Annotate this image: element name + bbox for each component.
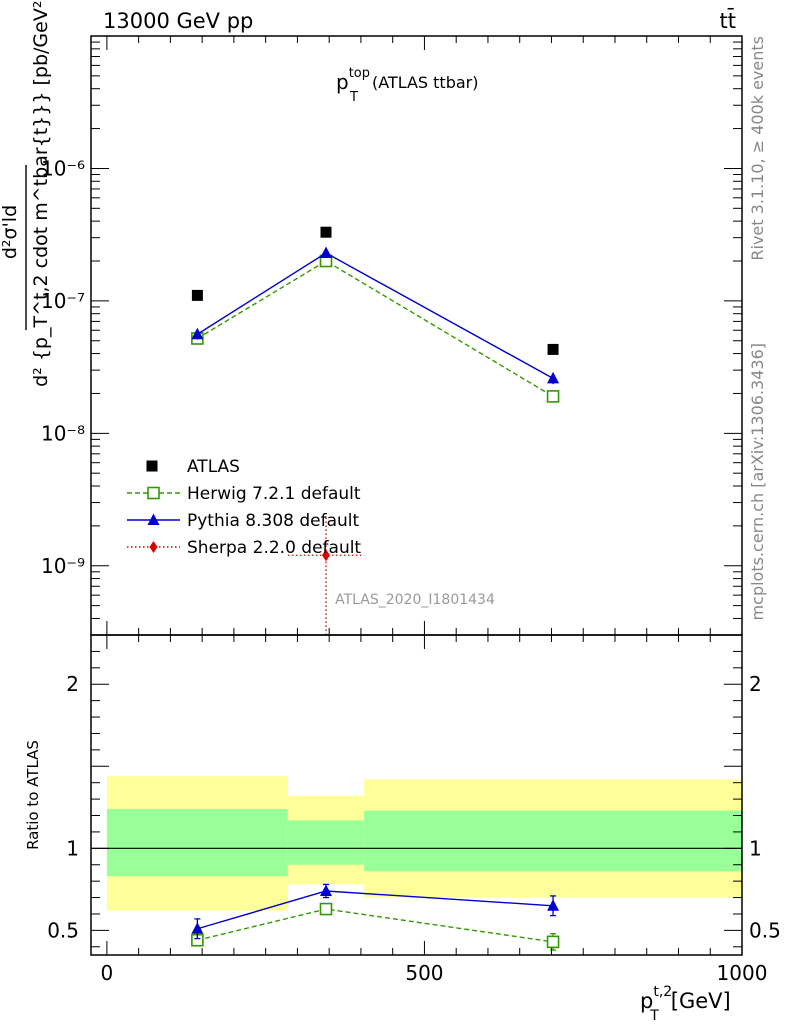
mcplots-label: mcplots.cern.ch [arXiv:1306.3436] [748, 343, 767, 620]
legend-label: Herwig 7.2.1 default [187, 484, 361, 504]
legend-marker [147, 486, 160, 500]
series-sherpa [287, 515, 365, 635]
uncertainty-band-inner [364, 810, 742, 872]
legend-entry: Pythia 8.308 default [127, 511, 360, 531]
series-herwig [191, 254, 560, 403]
main-title-p: p [336, 70, 349, 94]
data-point [191, 327, 204, 340]
uncertainty-band-inner [106, 808, 288, 877]
ratio-data-point [547, 899, 560, 911]
ratio-ylabel: Ratio to ATLAS [24, 740, 42, 850]
ratio-y-tick-label-right: 1 [749, 836, 762, 860]
legend-marker [149, 541, 158, 553]
main-y-tick-label: 10⁻⁶ [41, 156, 85, 180]
legend-entry: Sherpa 2.2.0 default [127, 538, 361, 558]
main-watermark: ATLAS_2020_I1801434 [335, 592, 495, 608]
ratio-xlabel-p: p [640, 989, 653, 1013]
uncertainty-band-inner [287, 820, 365, 865]
legend-entry: ATLAS [146, 457, 240, 477]
data-point [546, 390, 560, 403]
ratio-xlabel-sup: t,2 [653, 984, 672, 1000]
legend-marker [147, 513, 160, 525]
ratio-series-line [197, 908, 554, 943]
ratio-y-tick-label: 2 [66, 672, 79, 696]
main-ylabel-line2: d² {p_T^t,2 cdot m^tbar{t}}} [pb/GeV²] [30, 0, 52, 387]
data-point [320, 226, 332, 238]
ratio-y-tick-label-right: 2 [749, 672, 762, 696]
main-title-sub: T [349, 90, 358, 105]
ratio-series-herwig [191, 902, 560, 951]
main-panel: 10⁻⁹ 10⁻⁸ 10⁻⁷ 10⁻⁶ ATLAS_2020_I1801434 pto… [0, 0, 743, 636]
main-title-rest: (ATLAS ttbar) [372, 73, 479, 92]
series-pythia [191, 246, 560, 385]
ratio-xlabel-sub: T [649, 1008, 659, 1024]
ratio-data-point [191, 922, 204, 934]
process-label: tt̄ [720, 8, 736, 33]
data-point [547, 343, 559, 355]
legend-label: ATLAS [187, 457, 240, 477]
ratio-frame [90, 634, 743, 956]
ratio-xlabel-unit: [GeV] [671, 989, 731, 1013]
main-ylabel-line1: d²σ'ld [0, 205, 21, 259]
ratio-y-tick-label: 1 [66, 836, 79, 860]
energy-label: 13000 GeV pp [103, 9, 253, 33]
ratio-data-point [319, 884, 332, 896]
ratio-data-point [546, 935, 560, 949]
data-point [191, 289, 203, 301]
ratio-y-tick-label-right: 0.5 [749, 918, 781, 942]
legend-label: Sherpa 2.2.0 default [187, 538, 361, 558]
main-y-tick-label: 10⁻⁹ [41, 554, 85, 578]
series-line [197, 252, 554, 379]
ratio-series-pythia [191, 883, 560, 940]
ratio-x-tick-label: 1000 [717, 961, 768, 985]
rivet-label: Rivet 3.1.10, ≥ 400k events [748, 36, 767, 261]
main-ylabel: d²σ'ld d² {p_T^t,2 cdot m^tbar{t}}} [pb/… [0, 0, 52, 387]
data-point [547, 371, 560, 384]
data-point [319, 246, 332, 258]
legend-label: Pythia 8.308 default [187, 511, 360, 531]
main-title-sup: top [349, 66, 370, 81]
main-y-tick-label: 10⁻⁷ [41, 289, 85, 313]
main-title: ptop T (ATLAS ttbar) [336, 66, 478, 105]
data-point [321, 549, 330, 562]
series-line [197, 260, 554, 397]
main-y-tick-label: 10⁻⁸ [41, 421, 85, 445]
ratio-panel: 0.5 0.5 1 1 2 2 0 500 1000 Ratio to ATLAS pt,2 T [… [24, 634, 781, 1024]
series-atlas [191, 226, 559, 355]
ratio-y-tick-label: 0.5 [47, 918, 79, 942]
ratio-x-tick-label: 500 [405, 961, 443, 985]
ratio-xlabel: pt,2 T [GeV] [640, 984, 731, 1024]
legend-marker [146, 460, 158, 472]
legend-entry: Herwig 7.2.1 default [127, 484, 361, 504]
ratio-x-tick-label: 0 [101, 961, 114, 985]
ratio-data-point [319, 902, 333, 916]
